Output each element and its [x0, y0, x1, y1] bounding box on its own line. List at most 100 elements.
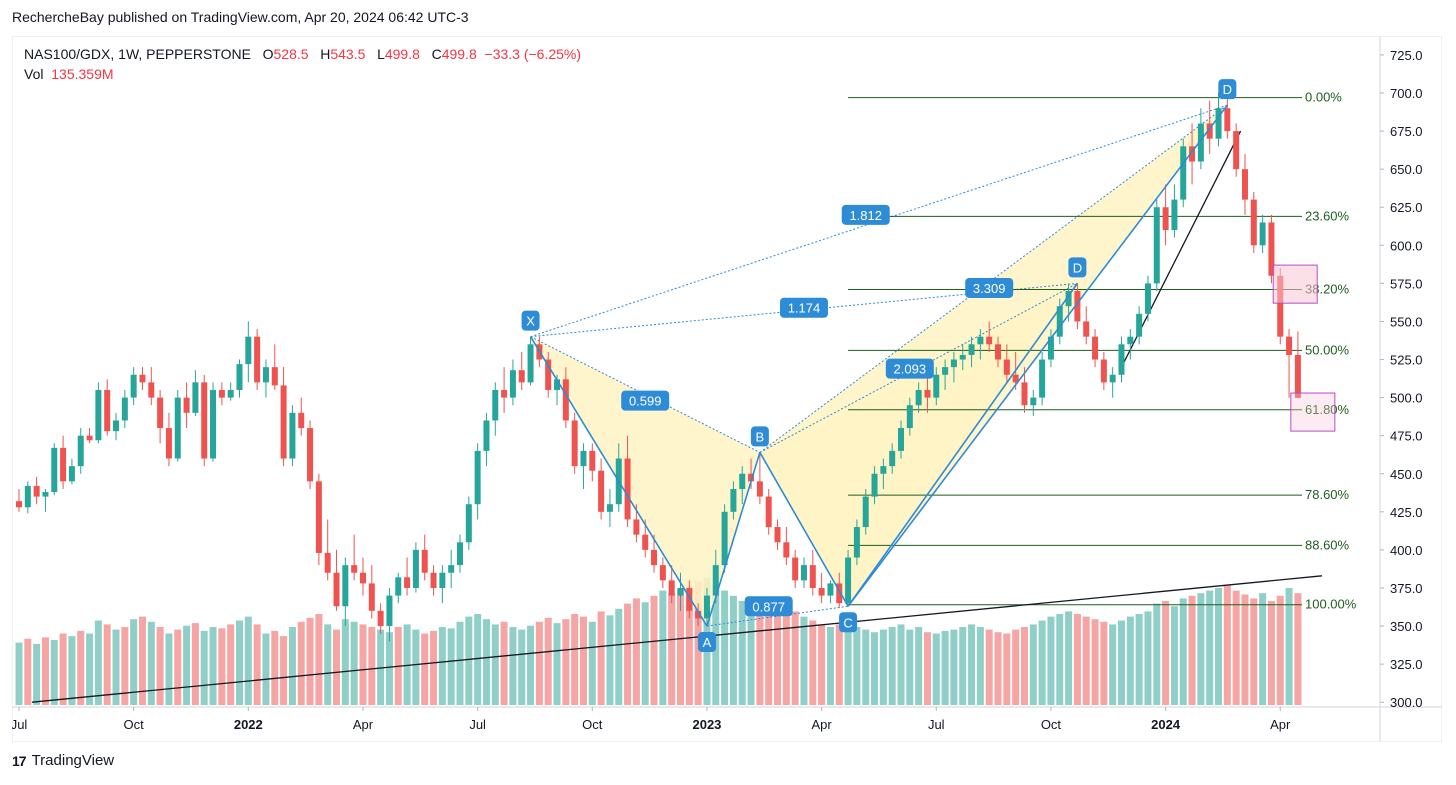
volume-bar — [650, 595, 658, 705]
candle-body — [1092, 336, 1099, 360]
tradingview-brand[interactable]: 17 TradingView — [12, 752, 114, 769]
candle-body — [624, 458, 631, 520]
volume-bar — [579, 616, 587, 705]
volume-bar — [685, 585, 693, 705]
volume-bar — [183, 625, 191, 705]
candle-body — [730, 488, 737, 512]
candle-body — [1250, 199, 1257, 246]
candle-body — [606, 504, 613, 512]
symbol-label[interactable]: NAS100/GDX, 1W, PEPPERSTONE — [24, 46, 251, 62]
pattern-fill-xab — [530, 336, 760, 627]
candle-body — [518, 370, 525, 383]
volume-bar — [632, 598, 640, 705]
candle-body — [1012, 374, 1019, 383]
candle-body — [1180, 146, 1187, 200]
candle-body — [218, 389, 225, 398]
volume-bar — [906, 629, 914, 705]
candle-body — [113, 420, 120, 432]
low-label: L — [377, 46, 385, 62]
candle-body — [121, 397, 128, 421]
candle-body — [404, 577, 411, 588]
volume-bar — [668, 593, 676, 705]
volume-bar — [333, 629, 341, 705]
candle-body — [642, 534, 649, 550]
volume-bar — [130, 619, 138, 705]
volume-bar — [932, 633, 940, 705]
price-tick-label: 375.0 — [1390, 581, 1423, 596]
pattern-leg-cd2 — [847, 282, 1079, 607]
volume-bar — [747, 606, 755, 705]
volume-bar — [456, 621, 464, 705]
pattern-point-label: D — [1073, 260, 1082, 275]
candle-body — [509, 370, 516, 398]
pattern-point-label: D — [1223, 82, 1232, 97]
chart-area[interactable]: 0.00% 23.60% 38.20% 50.00% 61.80% 78.60% 88.60… — [12, 36, 1442, 742]
price-tick-label: 600.0 — [1390, 238, 1423, 253]
price-tick-label: 550.0 — [1390, 314, 1423, 329]
volume-bar — [544, 617, 552, 705]
candle-body — [1003, 359, 1010, 375]
candle-body — [554, 379, 561, 390]
volume-bar — [879, 629, 887, 705]
volume-bar — [368, 627, 376, 705]
volume-bar — [1073, 614, 1081, 705]
volume-bar — [103, 624, 111, 705]
volume-bar — [1082, 616, 1090, 705]
volume-bar — [1267, 601, 1275, 705]
time-tick-label: Oct — [1041, 717, 1062, 732]
candle-body — [421, 549, 428, 573]
candle-body — [324, 552, 331, 573]
volume-label: Vol — [24, 66, 44, 82]
ratio-label: 1.174 — [788, 301, 821, 316]
candle-body — [210, 389, 217, 459]
candle-body — [1197, 123, 1204, 162]
candle-body — [818, 587, 825, 596]
candle-body — [77, 435, 84, 467]
volume-bar — [888, 627, 896, 705]
volume-bar — [430, 630, 438, 705]
candle-body — [898, 428, 904, 451]
time-tick-label: Oct — [582, 717, 603, 732]
volume-bar — [1012, 629, 1020, 705]
candle-body — [1039, 359, 1046, 398]
candle-body — [192, 382, 199, 413]
candle-body — [280, 385, 287, 459]
volume-bar — [447, 628, 455, 705]
volume-bar — [403, 624, 411, 705]
volume-bar — [641, 602, 649, 705]
candle-body — [712, 565, 719, 596]
candle-body — [68, 466, 75, 482]
candle-body — [139, 374, 146, 383]
volume-bar — [324, 624, 332, 705]
trendline-support — [31, 575, 1323, 703]
volume-bar — [385, 632, 393, 705]
volume-bar — [871, 632, 879, 705]
price-chart[interactable]: 0.00%23.60%38.20%50.00%61.80%78.60%88.60… — [12, 36, 1442, 742]
volume-bar — [491, 624, 499, 705]
volume-bar — [24, 638, 32, 705]
candle-body — [1030, 397, 1037, 406]
change-value: −33.3 (−6.25%) — [484, 46, 582, 62]
volume-value: 135.359M — [51, 66, 114, 82]
candle-body — [174, 397, 181, 459]
candle-body — [1162, 207, 1169, 231]
candle-body — [845, 557, 852, 604]
candle-body — [1215, 108, 1222, 139]
price-tick-label: 475.0 — [1390, 429, 1423, 444]
candle-body — [1083, 321, 1090, 337]
volume-bar — [1250, 598, 1258, 705]
candle-body — [545, 359, 552, 390]
volume-bar — [729, 595, 737, 705]
volume-bar — [959, 627, 967, 705]
price-tick-label: 725.0 — [1390, 48, 1423, 63]
candle-body — [836, 583, 843, 604]
pattern-leg-ab — [706, 452, 761, 627]
volume-bar — [615, 608, 623, 705]
ratio-label: 1.812 — [849, 208, 882, 223]
candle-body — [395, 577, 402, 596]
fib-level-label: 50.00% — [1305, 342, 1350, 357]
volume-bar — [1197, 593, 1205, 705]
candle-body — [1153, 207, 1160, 284]
candle-body — [183, 397, 190, 413]
price-tick-label: 300.0 — [1390, 695, 1423, 710]
